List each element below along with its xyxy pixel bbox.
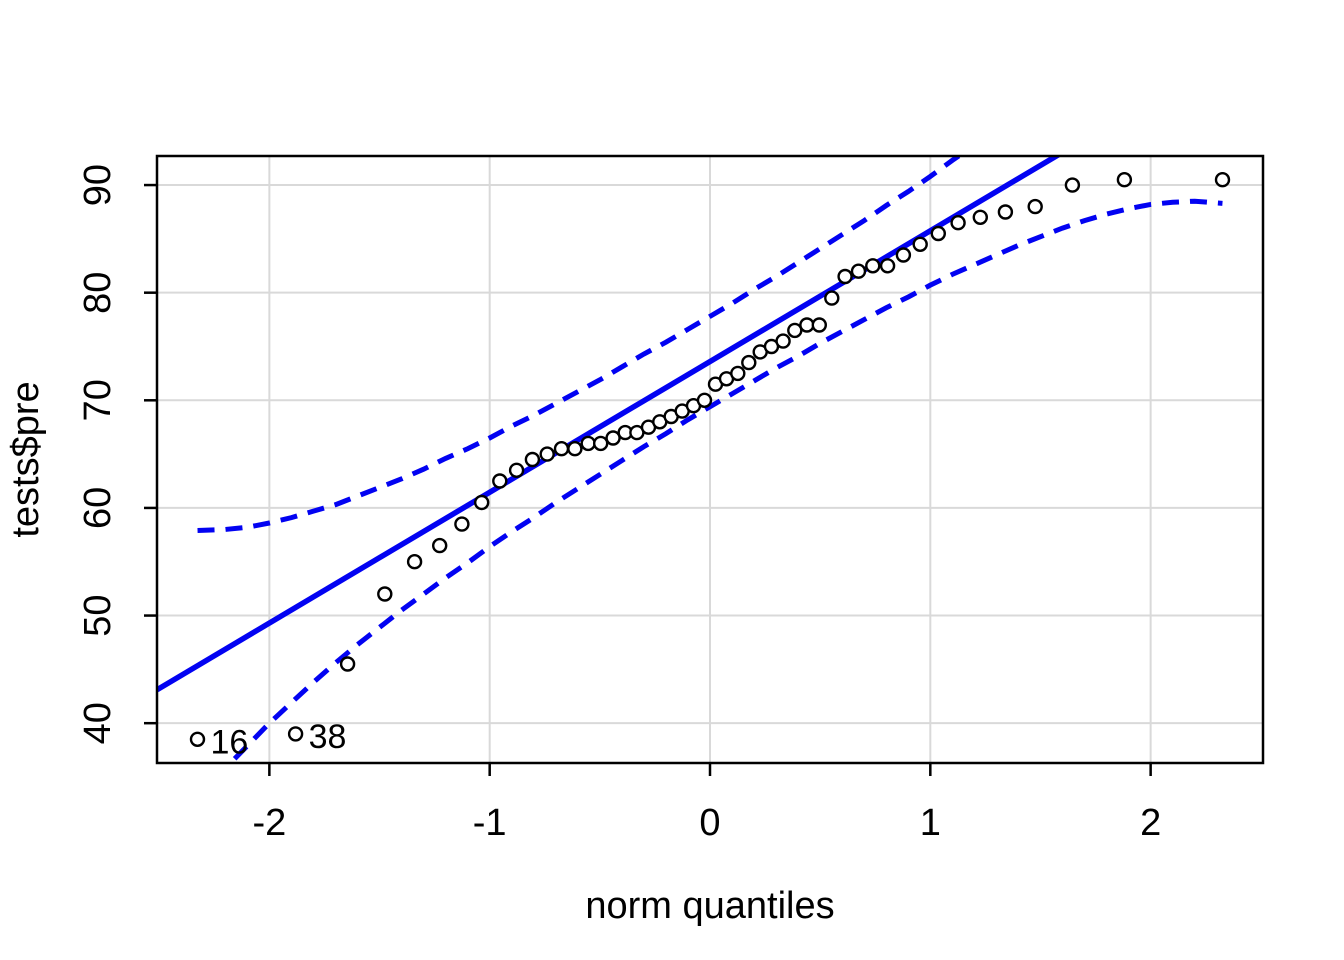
data-point <box>837 268 853 285</box>
data-point <box>377 586 393 602</box>
data-point <box>339 656 356 672</box>
data-point <box>492 473 508 489</box>
y-tick-label: 70 <box>77 379 119 421</box>
x-tick-label: 1 <box>920 802 941 844</box>
outlier-label-38: 38 <box>309 718 347 756</box>
data-point <box>524 451 541 468</box>
data-point <box>741 354 757 371</box>
data-point <box>580 435 596 452</box>
data-point <box>879 258 896 274</box>
data-point <box>406 554 423 570</box>
data-point <box>189 731 206 747</box>
data-point <box>287 726 304 742</box>
data-point <box>1027 198 1043 215</box>
data-point <box>1064 177 1081 193</box>
outlier-label-16: 16 <box>211 723 249 761</box>
data-point <box>605 430 621 446</box>
data-point <box>997 204 1014 220</box>
x-tick-label: -1 <box>473 802 507 844</box>
y-axis-title: tests$pre <box>5 381 47 537</box>
data-point <box>454 516 470 532</box>
x-tick-label: 2 <box>1140 802 1161 844</box>
data-point <box>567 441 583 457</box>
confidence-envelope-lower <box>227 198 1223 763</box>
data-points <box>189 171 1231 747</box>
reference-line <box>157 156 1062 693</box>
y-tick-label: 60 <box>77 487 119 529</box>
data-point <box>1214 171 1231 188</box>
data-point <box>508 462 525 478</box>
data-point <box>432 537 448 554</box>
data-point <box>930 225 946 242</box>
y-tick-label: 80 <box>77 272 119 314</box>
confidence-envelope-upper <box>197 156 964 534</box>
y-tick-label: 90 <box>77 164 119 206</box>
axis-ticks: -2 -1 0 1 2 40 50 60 70 80 90 <box>77 164 1161 844</box>
data-point <box>972 209 988 226</box>
data-point <box>730 365 746 382</box>
data-point <box>1116 171 1133 188</box>
data-point <box>850 263 867 279</box>
x-tick-label: -2 <box>252 802 286 844</box>
data-point <box>775 333 791 349</box>
data-point <box>593 435 609 452</box>
data-point <box>865 258 881 274</box>
y-tick-label: 50 <box>77 594 119 636</box>
data-point <box>824 290 840 306</box>
data-point <box>950 214 966 231</box>
data-point <box>912 236 928 253</box>
data-point <box>895 247 912 263</box>
data-layer <box>157 156 1223 763</box>
data-point <box>553 441 570 457</box>
data-point <box>799 317 815 333</box>
x-tick-label: 0 <box>699 802 720 844</box>
data-point <box>696 392 713 408</box>
data-point <box>474 494 490 511</box>
x-axis-title: norm quantiles <box>585 885 834 927</box>
data-point <box>787 322 803 339</box>
y-tick-label: 40 <box>77 702 119 744</box>
data-point <box>811 317 827 333</box>
data-point <box>539 446 555 462</box>
